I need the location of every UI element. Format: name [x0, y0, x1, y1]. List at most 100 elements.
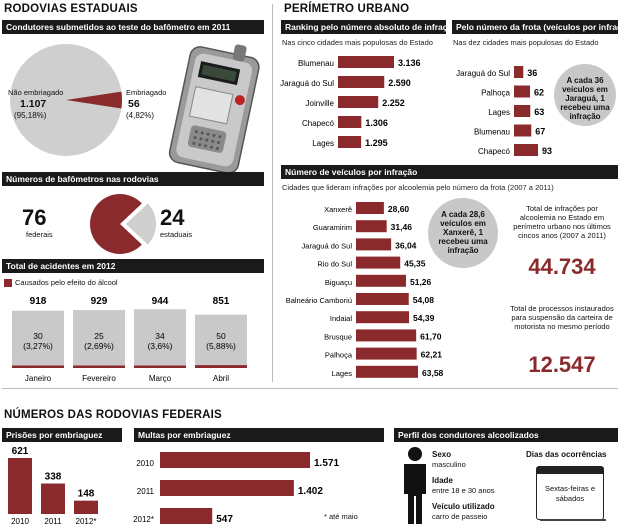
frota-category-label: Chapecó: [478, 147, 511, 156]
acidentes-month-label: Março: [149, 374, 172, 383]
perfil-dias-value: Sextas-feiras e sábados: [544, 484, 596, 503]
ranking-bar: [338, 56, 394, 68]
ranking-category-label: Jaraguá do Sul: [280, 79, 334, 88]
frota-value-label: 63: [534, 107, 544, 117]
veiculos-value-label: 61,70: [420, 331, 442, 341]
ranking-value-label: 2.590: [388, 78, 411, 88]
veiculos-value-label: 63,58: [422, 368, 444, 378]
ranking-category-label: Joinville: [306, 99, 335, 108]
veiculos-chart: Xanxerê 28,60 Guaramirim 31,46 Jaraguá do Su…: [286, 202, 444, 378]
perfil-veiculo-label: Veículo utilizado: [432, 502, 495, 511]
ranking-chart: Blumenau 3.136 Jaraguá do Sul 2.590 Joinvill…: [280, 56, 421, 148]
condutores-pie: [10, 44, 122, 156]
veiculos-bar: [356, 238, 392, 251]
veiculos-category-label: Palhoça: [325, 351, 353, 360]
pie-value-embriagado: 56: [128, 98, 140, 110]
veiculos-category-label: Indaial: [330, 314, 352, 323]
acidentes-total-label: 851: [213, 296, 230, 307]
section-title-perimetro-urbano: PERÍMETRO URBANO: [284, 3, 410, 15]
multas-category-label: 2011: [137, 487, 155, 496]
multas-bar: [160, 452, 310, 468]
veiculos-bar: [356, 347, 417, 360]
veiculos-category-label: Jaraguá do Sul: [302, 241, 353, 250]
prisoes-value-label: 338: [45, 472, 62, 483]
multas-note: * até maio: [324, 512, 358, 521]
prisoes-bar: [74, 500, 98, 514]
veiculos-category-label: Lages: [332, 369, 353, 378]
calendar-shadow: [540, 519, 606, 521]
bafometros-federais-value: 76: [22, 205, 47, 230]
veiculos-value-label: 28,60: [388, 204, 410, 214]
bafometros-estaduais-value: 24: [160, 205, 185, 230]
frota-category-label: Lages: [488, 108, 510, 117]
veiculos-category-label: Balneário Camboriú: [286, 296, 352, 305]
header-perfil: Perfil dos condutores alcoolizados: [394, 428, 618, 442]
header-multas: Multas por embriaguez: [134, 428, 384, 442]
column-divider: [272, 4, 273, 382]
veiculos-category-label: Rio do Sul: [317, 260, 352, 269]
acidentes-month-label: Abril: [213, 374, 229, 383]
perfil-veiculo-value: carro de passeio: [432, 512, 488, 521]
frota-value-label: 67: [535, 127, 545, 137]
acidentes-alcool-bar: [195, 365, 247, 368]
veiculos-category-label: Guaramirim: [313, 223, 352, 232]
acidentes-total-bar: [195, 314, 247, 368]
veiculos-value-label: 62,21: [421, 350, 443, 360]
frota-bar: [514, 66, 524, 78]
frota-category-label: Blumenau: [474, 128, 510, 137]
frota-bar: [514, 124, 532, 137]
section-divider: [2, 388, 618, 389]
total-processos-text: Total de processos instaurados para susp…: [510, 304, 614, 331]
acidentes-alcool-label: 30: [33, 331, 43, 341]
veiculos-bar: [356, 311, 410, 324]
bafometros-federais-label: federais: [26, 230, 53, 239]
pie-slice-federais: [90, 194, 142, 254]
ranking-category-label: Lages: [312, 139, 334, 148]
bafometros-pie: [90, 194, 156, 254]
frota-value-label: 36: [527, 68, 537, 78]
veiculos-value-label: 45,35: [404, 259, 426, 269]
frota-value-label: 93: [542, 146, 552, 156]
acidentes-total-label: 929: [91, 296, 108, 307]
acidentes-alcool-label: 25: [94, 331, 104, 341]
acidentes-alcool-label: 50: [216, 331, 226, 341]
acidentes-month-label: Janeiro: [25, 374, 52, 383]
veiculos-value-label: 51,26: [410, 277, 432, 287]
prisoes-year-label: 2010: [11, 517, 29, 526]
multas-bar: [160, 508, 213, 524]
calendar-icon: Sextas-feiras e sábados: [536, 466, 604, 520]
header-veiculos: Número de veículos por infração: [281, 165, 618, 179]
prisoes-year-label: 2011: [44, 517, 62, 526]
total-infracoes-value: 44.734: [528, 254, 596, 279]
ranking-value-label: 1.306: [365, 118, 388, 128]
veiculos-bar: [356, 256, 401, 269]
multas-category-label: 2010: [136, 459, 154, 468]
veiculos-value-label: 36,04: [395, 240, 417, 250]
header-ranking: Ranking pelo número absoluto de infraçõe…: [281, 20, 462, 34]
acidentes-total-label: 944: [152, 296, 169, 307]
veiculos-bar: [356, 329, 417, 342]
acidentes-total-bar: [12, 310, 64, 368]
ranking-bar: [338, 96, 379, 108]
bafometros-estaduais-label: estaduais: [160, 230, 193, 239]
header-bafometros: Números de bafômetros nas rodovias: [2, 172, 264, 186]
veiculos-category-label: Xanxerê: [324, 205, 352, 214]
section-title-rodovias-estaduais: RODOVIAS ESTADUAIS: [4, 3, 138, 15]
ranking-bar: [338, 76, 385, 88]
prisoes-bar: [8, 458, 32, 514]
acidentes-alcool-pct: (5,88%): [206, 341, 236, 351]
prisoes-value-label: 621: [12, 446, 29, 457]
ranking-category-label: Chapecó: [302, 119, 335, 128]
frota-category-label: Palhoça: [481, 89, 510, 98]
total-infracoes-text: Total de infrações por alcoolemia no Est…: [513, 204, 611, 240]
frota-category-label: Jaraguá do Sul: [456, 69, 510, 78]
veiculos-bar: [356, 293, 409, 305]
frota-bar: [514, 85, 530, 98]
acidentes-alcool-bar: [12, 365, 64, 368]
legend-label-alcool: Causados pelo efeito do álcool: [15, 278, 118, 287]
ranking-value-label: 1.295: [365, 138, 388, 148]
multas-value-label: 1.571: [314, 458, 339, 469]
veiculos-bar: [356, 365, 418, 378]
veiculos-category-label: Biguaçu: [325, 278, 352, 287]
acidentes-total-label: 918: [30, 296, 47, 307]
